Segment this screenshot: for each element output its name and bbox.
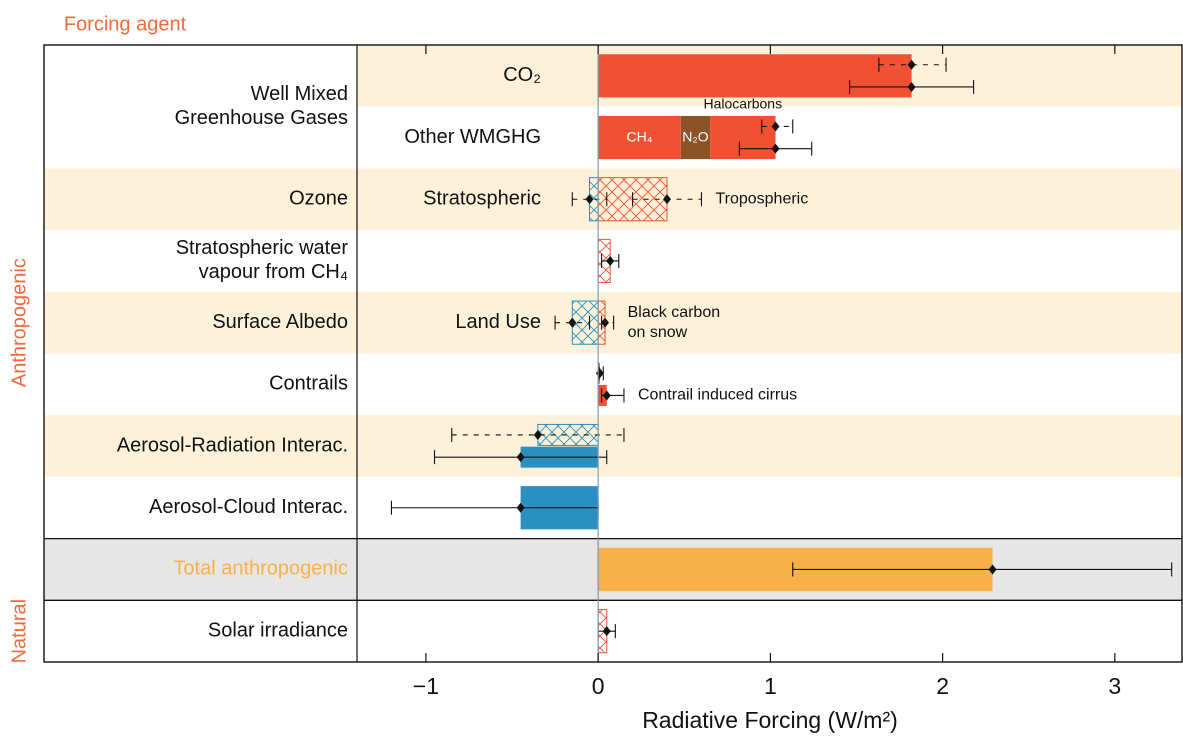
value-marker [771,121,780,132]
bar [598,54,912,98]
x-tick-label: −1 [413,673,439,699]
value-marker [606,255,615,266]
bar [571,300,599,345]
x-tick-label: 1 [764,673,777,699]
item-annotation: Tropospheric [715,190,808,207]
bar [537,423,599,446]
sub-label: Stratospheric [423,188,541,210]
row-label: Aerosol-Cloud Interac. [149,496,348,518]
group-label: Natural [8,599,30,663]
row-label: vapour from CH₄ [199,261,348,283]
group-label: Anthropogenic [8,258,30,387]
row-label: Aerosol-Radiation Interac. [117,434,348,456]
segment-label: N₂O [682,128,709,144]
row-label: Well Mixed [251,83,348,105]
chart-title: Forcing agent [64,13,187,35]
value-marker [907,81,916,92]
row-background [44,353,1182,416]
sub-label: Land Use [455,311,541,333]
bar-segment [680,115,711,160]
item-annotation: Contrail induced cirrus [638,387,797,404]
row-background [44,415,1182,477]
marks [520,54,993,654]
x-axis-label: Radiative Forcing (W/m²) [642,707,898,733]
sub-label: CO₂ [503,64,541,86]
value-marker [771,143,780,154]
value-marker [601,317,610,328]
bar-segment [710,115,776,160]
row-label: Solar irradiance [208,619,348,641]
value-marker [663,194,672,205]
segment-label: Halocarbons [703,95,782,111]
row-label: Greenhouse Gases [175,107,348,129]
x-tick-label: 2 [936,673,949,699]
row-label: Surface Albedo [212,311,348,333]
segment-label: CH₄ [626,128,652,144]
row-label: Contrails [269,373,348,395]
row-label: Stratospheric water [176,237,349,259]
row-label: Ozone [289,188,348,210]
bar-segment [598,115,681,160]
row-background [44,476,1182,539]
value-marker [907,59,916,70]
item-annotation: on snow [628,324,688,341]
x-tick-label: 0 [592,673,605,699]
value-marker [585,194,594,205]
value-marker [602,626,611,637]
item-annotation: Black carbon [628,304,721,321]
sub-label: Other WMGHG [404,126,541,148]
value-marker [533,429,542,440]
value-marker [602,390,611,401]
value-marker [568,317,577,328]
value-marker [516,502,525,513]
frame [43,44,1183,663]
x-tick-label: 3 [1108,673,1121,699]
value-marker [988,564,997,575]
value-marker [516,452,525,463]
row-label: Total anthropogenic [173,558,348,580]
